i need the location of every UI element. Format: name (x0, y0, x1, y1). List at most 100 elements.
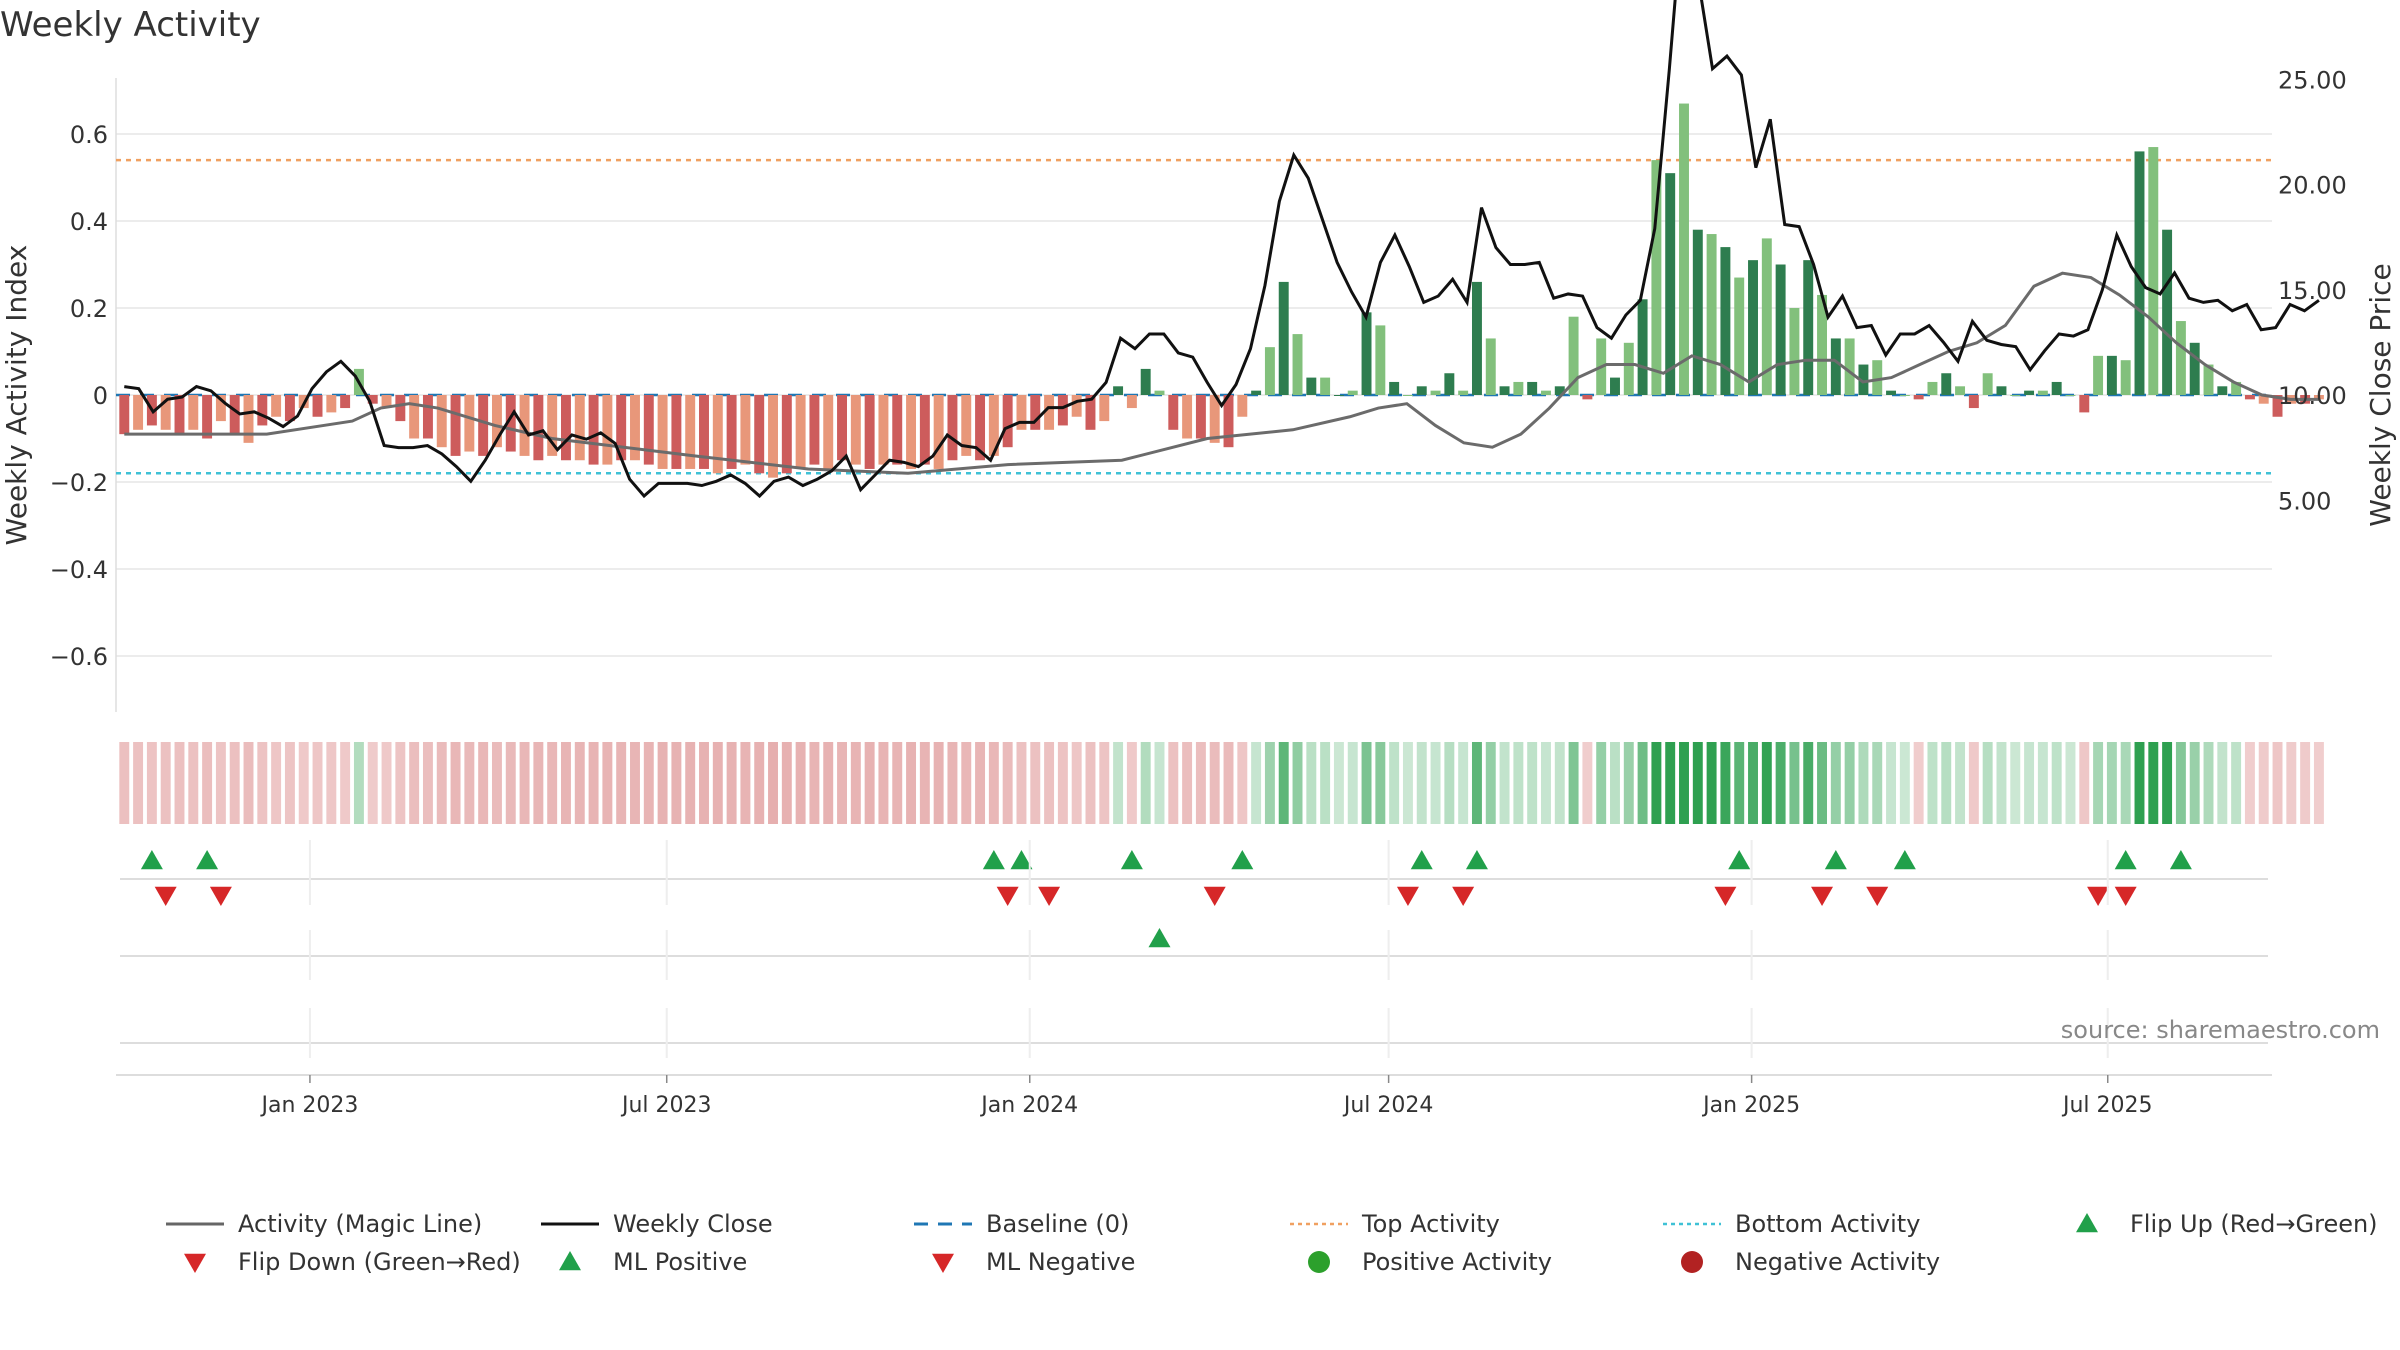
y-tick-label: −0.6 (50, 643, 108, 671)
heat-cell (2134, 742, 2145, 824)
heat-cell (1527, 742, 1538, 824)
heat-cell (160, 742, 171, 824)
heat-cell (491, 742, 502, 824)
activity-bar (1195, 395, 1206, 439)
heat-cell (947, 742, 958, 824)
heat-cell (1154, 742, 1165, 824)
flip-up-marker (140, 850, 163, 870)
activity-bar (988, 395, 999, 456)
activity-bar (1734, 277, 1745, 395)
activity-bar (1513, 381, 1524, 395)
flip-up-marker (1893, 850, 1916, 870)
activity-bar (1927, 381, 1938, 395)
heat-cell (2286, 742, 2297, 824)
heat-cell (768, 742, 778, 824)
y-axis-ticks: 0.6 0.4 0.2 0 −0.2 −0.4 −0.6 (50, 121, 108, 671)
heat-cell (1182, 742, 1193, 824)
activity-bar (1955, 386, 1966, 395)
heat-cell (2189, 742, 2200, 824)
heat-cell (1444, 742, 1455, 824)
heat-cell (422, 742, 433, 824)
activity-bar (367, 395, 378, 404)
activity-bar (1402, 395, 1413, 396)
activity-heat-strip (119, 742, 2324, 824)
activity-bar (1913, 395, 1924, 400)
heat-cell (450, 742, 461, 824)
activity-bar (1830, 338, 1841, 395)
activity-bar (2134, 151, 2145, 395)
heat-cell (298, 742, 309, 824)
heat-cell (975, 742, 986, 824)
flip-markers (120, 850, 2268, 1044)
heat-cell (2065, 742, 2076, 824)
magic-line (124, 271, 2319, 475)
heat-cell (1761, 742, 1772, 824)
heat-cell (864, 742, 875, 824)
heat-cell (1209, 742, 1220, 824)
heat-cell (2313, 742, 2324, 824)
heat-cell (1651, 742, 1662, 824)
activity-bar (464, 395, 475, 452)
activity-bar (1499, 386, 1510, 395)
heat-cell (1844, 742, 1855, 824)
heat-cell (188, 742, 199, 824)
flip-down-marker (2114, 886, 2137, 906)
activity-bar (1775, 264, 1786, 395)
heat-cell (519, 742, 530, 824)
heat-cell (1582, 742, 1593, 824)
activity-bar (602, 395, 613, 465)
y2-tick-label: 5.00 (2278, 487, 2331, 515)
heat-cell (657, 742, 668, 824)
heat-cell (284, 742, 295, 824)
heat-cell (478, 742, 489, 824)
flip-down-marker (1811, 886, 1834, 906)
activity-bar (1126, 395, 1137, 409)
activity-bar (1899, 395, 1910, 396)
activity-bar (450, 395, 461, 456)
heat-cell (1002, 742, 1013, 824)
heat-cell (685, 742, 696, 824)
activity-bar (643, 395, 654, 465)
flip-down-marker (1714, 886, 1737, 906)
heat-cell (1264, 742, 1275, 824)
activity-bar (202, 395, 213, 439)
flip-up-marker (2114, 850, 2137, 870)
heat-cell (1016, 742, 1027, 824)
heat-cell (1720, 742, 1731, 824)
heat-cell (1899, 742, 1910, 824)
activity-bar (2093, 355, 2104, 395)
heat-cell (1623, 742, 1634, 824)
heat-cell (961, 742, 972, 824)
activity-bar (1679, 103, 1689, 396)
activity-bar (561, 395, 571, 461)
heat-cell (2162, 742, 2173, 824)
x-tick-label: Jul 2025 (2061, 1093, 2153, 1118)
flip-up-marker (1824, 850, 1847, 870)
activity-bar (1996, 386, 2007, 395)
weekly-close-line (124, 0, 2320, 499)
heat-cell (726, 742, 737, 824)
heat-cell (823, 742, 834, 824)
heat-cell (1830, 742, 1841, 824)
activity-bar (1844, 338, 1855, 395)
activity-bar (188, 395, 199, 430)
heat-cell (119, 742, 130, 824)
activity-bar (878, 395, 889, 465)
activity-bar (1278, 281, 1289, 395)
legend: Activity (Magic Line) Weekly Close Baselin… (166, 1210, 2378, 1276)
activity-bar (1610, 377, 1620, 395)
heat-cell (1223, 742, 1234, 824)
heat-cell (202, 742, 213, 824)
activity-bar (2106, 355, 2117, 395)
heat-cell (133, 742, 144, 824)
heat-cell (1237, 742, 1248, 824)
x-tick-label: Jan 2025 (1701, 1093, 1800, 1118)
activity-bar (1057, 395, 1068, 426)
heat-cell (505, 742, 516, 824)
heat-cell (1665, 742, 1676, 824)
heat-cell (1251, 742, 1262, 824)
legend-label: Flip Up (Red→Green) (2130, 1210, 2378, 1238)
activity-bar (947, 395, 958, 461)
activity-bar (491, 395, 502, 448)
heat-cell (892, 742, 903, 824)
